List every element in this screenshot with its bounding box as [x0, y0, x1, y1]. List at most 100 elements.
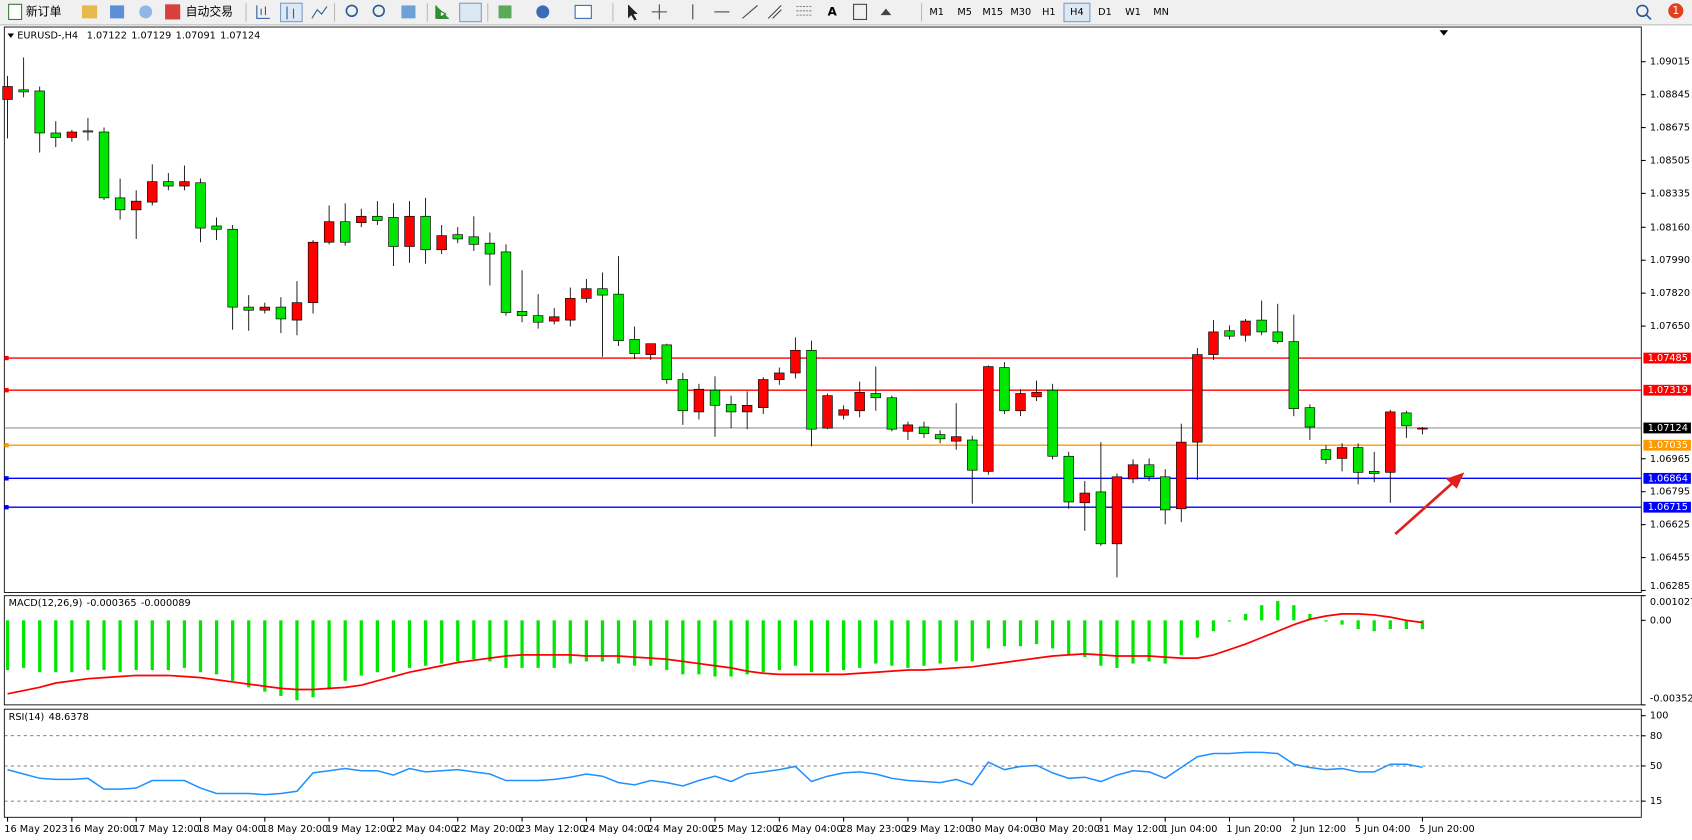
label-tool[interactable]	[853, 3, 868, 20]
timeframe-button[interactable]: D1	[1098, 7, 1112, 18]
macd-bar	[5, 620, 10, 671]
y-tick-label: 1.07990	[1650, 255, 1690, 266]
arrows-tool[interactable]	[880, 8, 892, 16]
timeframe-button[interactable]: M15	[982, 7, 1003, 18]
text-tool[interactable]: A	[828, 4, 838, 18]
macd-bar	[1002, 620, 1007, 647]
macd-bar	[874, 620, 878, 664]
auto-trading-button[interactable]: 自动交易	[186, 4, 233, 18]
zoom-in-icon[interactable]	[345, 4, 358, 18]
notification-count[interactable]: 1	[1672, 4, 1679, 17]
line-price-label: 1.07485	[1648, 353, 1688, 364]
macd-bar	[70, 620, 74, 673]
macd-bar	[166, 620, 170, 671]
candle-body	[1385, 411, 1396, 473]
rsi-line	[7, 751, 1423, 796]
cursor-icon[interactable]	[628, 4, 638, 21]
candle-body	[66, 131, 78, 138]
macd-bar	[922, 620, 926, 666]
shift-icon[interactable]	[459, 2, 482, 23]
tile-icon[interactable]	[401, 5, 416, 19]
templates-icon[interactable]	[574, 4, 592, 19]
crosshair-icon[interactable]	[651, 4, 667, 20]
macd-bar	[38, 620, 42, 673]
new-order-button[interactable]: 新订单	[26, 4, 62, 18]
candle-body	[854, 392, 865, 412]
line-chart-icon[interactable]	[311, 6, 328, 19]
candle-body	[999, 367, 1010, 412]
macd-bar	[488, 620, 492, 662]
y-tick-label: 80	[1650, 731, 1662, 742]
macd-bar	[311, 620, 315, 698]
candle-body	[1417, 427, 1428, 430]
macd-bar	[102, 620, 106, 671]
macd-bar	[1211, 620, 1216, 632]
candle-body	[983, 366, 994, 472]
candle-body	[1208, 331, 1219, 355]
candle-body	[131, 200, 142, 211]
candle-body	[709, 389, 721, 406]
line-marker	[4, 505, 9, 510]
line-price-box	[1643, 352, 1691, 364]
auto-trading-icon[interactable]	[165, 4, 181, 20]
candle-icon-pressed[interactable]	[280, 2, 303, 23]
y-tick-label: 1.06285	[1650, 581, 1690, 592]
active-timeframe-bg[interactable]	[1063, 2, 1091, 23]
trendline-icon[interactable]	[742, 4, 758, 19]
candle-body	[1369, 471, 1380, 474]
indicator-value: MACD(12,26,9)	[9, 598, 83, 609]
autoscroll-icon[interactable]	[435, 5, 449, 19]
candle-body	[34, 90, 45, 134]
timeframe-button[interactable]: M1	[929, 7, 944, 18]
candle-body	[1288, 341, 1299, 409]
candle-body	[275, 306, 287, 320]
line-price-label: 1.06715	[1648, 502, 1688, 513]
tool-icon[interactable]	[110, 5, 125, 19]
header-ohlc: 1.07122	[87, 31, 127, 42]
bar-chart-icon[interactable]	[256, 5, 270, 19]
y-tick-label: 1.07820	[1650, 288, 1690, 299]
timeframe-button[interactable]: H1	[1042, 7, 1055, 18]
periods-icon[interactable]	[536, 5, 550, 19]
candle-body	[356, 215, 367, 223]
timeframe-button[interactable]: H4	[1070, 7, 1083, 18]
indicators-icon[interactable]	[498, 5, 512, 19]
channel-icon[interactable]	[767, 5, 782, 19]
macd-signal	[7, 612, 1423, 695]
x-tick-label: 29 May 12:00	[905, 824, 972, 835]
timeframe-button[interactable]: MN	[1153, 7, 1169, 18]
toolbar-bg	[0, 0, 1692, 25]
candle-body	[2, 86, 13, 100]
candle-body	[18, 89, 29, 93]
tool-icon[interactable]	[82, 5, 98, 19]
candle-body	[147, 181, 158, 203]
timeframe-button[interactable]: M5	[957, 7, 972, 18]
search-icon-handle[interactable]	[1646, 14, 1652, 21]
macd-bar	[552, 620, 556, 668]
x-tick-label: 26 May 04:00	[776, 824, 843, 835]
zoom-out-icon[interactable]	[372, 4, 385, 18]
tool-icon[interactable]	[139, 5, 153, 19]
macd-bar	[777, 620, 781, 671]
macd-bar	[745, 620, 749, 675]
candle-body	[163, 181, 174, 187]
fibo-icon[interactable]	[796, 5, 812, 16]
x-tick-label: 19 May 12:00	[326, 824, 393, 835]
timeframe-button[interactable]: W1	[1125, 7, 1141, 18]
search-icon[interactable]	[1636, 4, 1649, 18]
candle-body	[307, 241, 319, 303]
macd-bar	[536, 620, 540, 668]
line-marker	[4, 443, 9, 448]
candle-icon[interactable]	[286, 6, 295, 20]
candle-body	[291, 302, 303, 321]
line-marker	[4, 476, 9, 481]
candle-body	[838, 409, 849, 416]
macd-bar	[134, 620, 138, 671]
macd-bar	[504, 620, 508, 668]
macd-bar	[1147, 620, 1151, 662]
new-order-icon[interactable]	[8, 3, 23, 20]
notification-badge[interactable]	[1668, 3, 1684, 19]
timeframe-button[interactable]: M30	[1010, 7, 1031, 18]
